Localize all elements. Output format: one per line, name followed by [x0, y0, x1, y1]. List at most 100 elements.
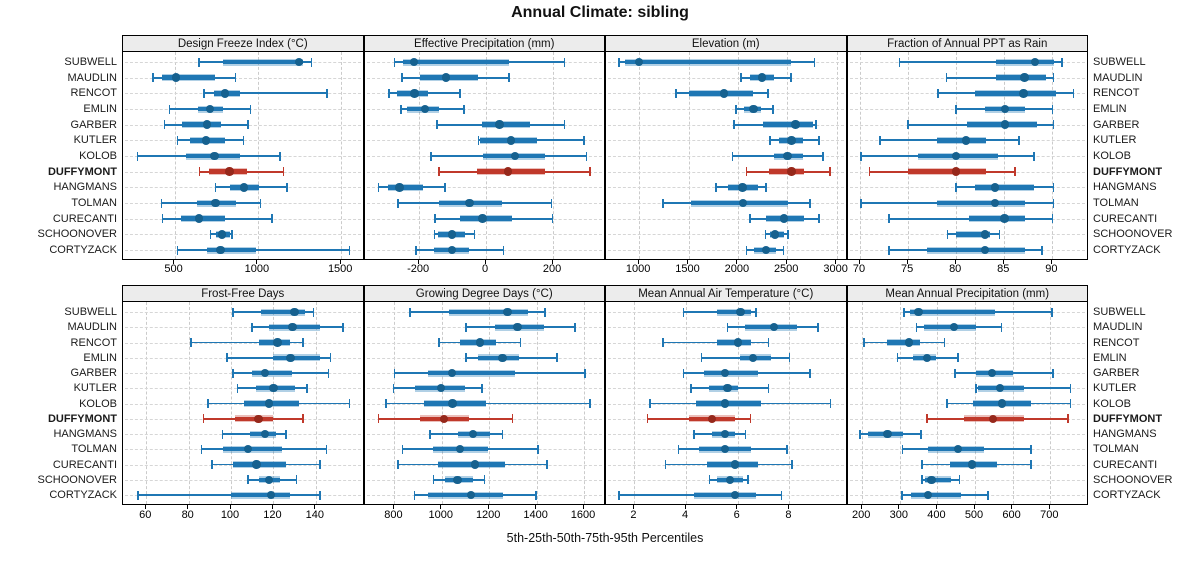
whisker-cap-5th: [915, 322, 918, 332]
whisker-cap-5th: [388, 88, 390, 98]
median-dot-50th: [990, 198, 999, 208]
station-label-right: CORTYZACK: [1093, 244, 1161, 256]
whisker-cap-5th: [221, 429, 224, 439]
whisker-cap-5th: [769, 135, 771, 145]
horizontal-gridline: [125, 77, 361, 79]
median-dot-50th: [395, 183, 404, 192]
station-label-left: HANGMANS: [53, 428, 117, 440]
axis-tick-label: 0: [482, 263, 489, 275]
median-dot-50th: [409, 57, 419, 67]
whisker-5th-95th: [203, 92, 328, 95]
whisker-cap-95th: [788, 353, 791, 363]
median-dot-50th: [883, 429, 892, 439]
panel-plot: [122, 52, 364, 260]
vertical-gridline: [937, 302, 939, 504]
whisker-cap-5th: [414, 245, 417, 255]
percentile-legend-label: 5th-25th-50th-75th-95th Percentiles: [506, 531, 704, 545]
median-dot-50th: [634, 57, 644, 67]
whisker-cap-95th: [319, 490, 321, 500]
whisker-cap-95th: [1030, 460, 1032, 469]
whisker-cap-5th: [675, 88, 677, 98]
whisker-cap-95th: [285, 429, 287, 439]
whisker-cap-95th: [546, 460, 548, 469]
whisker-cap-5th: [735, 104, 737, 114]
median-dot-50th: [723, 384, 732, 393]
median-dot-50th: [210, 151, 219, 161]
whisker-cap-5th: [677, 444, 680, 454]
median-dot-50th: [243, 445, 253, 454]
axis-tick: [858, 260, 860, 264]
whisker-cap-5th: [901, 444, 904, 454]
axis-tick-label: 1600: [570, 509, 596, 521]
axis-tick: [582, 505, 584, 509]
axis-tick-label: 500: [964, 509, 984, 521]
whisker-cap-5th: [226, 353, 228, 363]
station-label-left: SCHOONOVER: [37, 228, 117, 241]
whisker-cap-95th: [519, 338, 522, 347]
whisker-cap-5th: [740, 73, 742, 83]
whisker-cap-5th: [749, 214, 751, 224]
whisker-5th-95th: [385, 402, 590, 405]
median-dot-50th: [725, 475, 735, 484]
vertical-gridline: [146, 302, 148, 504]
axis-tick: [1050, 260, 1052, 264]
median-dot-50th: [290, 307, 299, 317]
median-dot-50th: [922, 353, 932, 362]
axis-tick: [736, 505, 738, 509]
median-dot-50th: [267, 490, 276, 500]
station-label-left: CURECANTI: [52, 212, 117, 225]
horizontal-gridline: [608, 140, 844, 142]
iqr-band-25th-75th: [387, 185, 424, 190]
median-dot-50th: [733, 338, 742, 347]
whisker-cap-5th: [682, 368, 685, 378]
axis-tick: [271, 505, 273, 509]
axis-tick-label: 85: [997, 263, 1010, 275]
whisker-cap-5th: [161, 214, 164, 224]
whisker-cap-5th: [953, 368, 956, 378]
median-dot-50th: [1001, 120, 1010, 129]
median-dot-50th: [286, 353, 295, 362]
median-dot-50th: [455, 445, 465, 454]
whisker-cap-95th: [325, 444, 328, 454]
station-label-right: KOLOB: [1093, 150, 1131, 162]
station-label-right: CORTYZACK: [1093, 489, 1161, 501]
axis-tick: [787, 505, 789, 509]
median-dot-50th: [202, 120, 212, 129]
horizontal-gridline: [608, 171, 844, 173]
panel-plot: [363, 52, 605, 260]
whisker-cap-5th: [690, 383, 693, 393]
axis-tick: [835, 260, 837, 264]
whisker-5th-95th: [177, 249, 350, 251]
axis-tick: [954, 260, 956, 264]
median-dot-50th: [761, 245, 771, 255]
whisker-cap-95th: [821, 151, 824, 161]
whisker-cap-95th: [1072, 88, 1075, 98]
station-label-left: CURECANTI: [52, 458, 117, 471]
whisker-cap-95th: [1030, 444, 1032, 454]
iqr-band-25th-75th: [717, 309, 751, 315]
iqr-band-25th-75th: [995, 59, 1055, 65]
median-dot-50th: [980, 230, 990, 239]
axis-tick-label: 2000: [724, 263, 750, 275]
whisker-cap-95th: [310, 57, 313, 67]
whisker-cap-5th: [937, 88, 939, 98]
axis-tick-label: 300: [889, 509, 908, 521]
whisker-cap-95th: [585, 151, 588, 161]
whisker-cap-5th: [214, 182, 217, 192]
station-label-right: KUTLER: [1093, 382, 1137, 395]
whisker-cap-95th: [943, 338, 946, 347]
median-dot-50th: [783, 151, 792, 161]
whisker-cap-95th: [829, 167, 831, 177]
station-label-right: HANGMANS: [1093, 181, 1157, 194]
median-dot-50th: [757, 73, 767, 82]
iqr-band-25th-75th: [887, 340, 920, 345]
whisker-cap-95th: [791, 460, 793, 469]
whisker-cap-95th: [584, 368, 586, 378]
whisker-cap-5th: [211, 460, 213, 469]
whisker-cap-5th: [879, 135, 882, 145]
median-dot-50th: [791, 120, 800, 129]
station-label-left: DUFFYMONT: [47, 165, 117, 178]
whisker-cap-95th: [815, 120, 817, 130]
median-dot-50th: [730, 490, 740, 500]
whisker-cap-5th: [726, 322, 729, 332]
